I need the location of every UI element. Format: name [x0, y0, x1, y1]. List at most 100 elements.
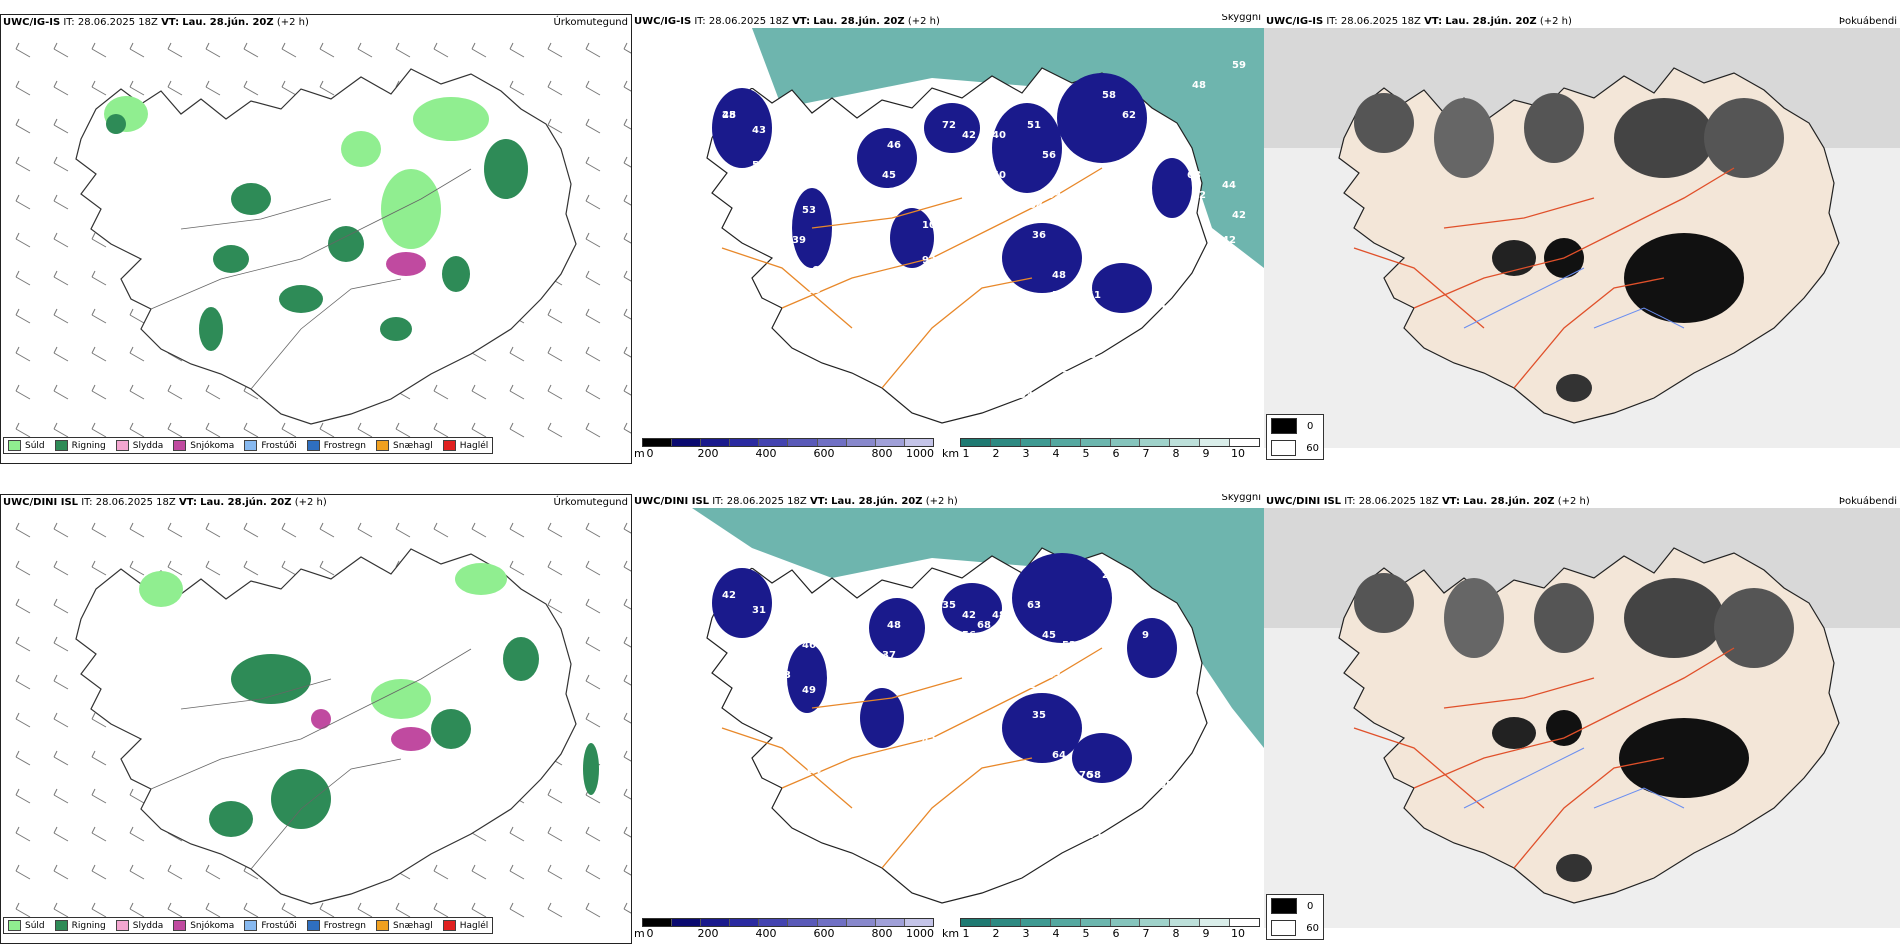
legend-item: Rigning: [54, 920, 106, 931]
wind-barb: [91, 902, 107, 918]
cloud-height-label: 41: [992, 360, 1006, 371]
cloud-height-label: 42: [892, 300, 906, 311]
iceland-cloud-map: 46 48 43 31 56 35 52 53 54 39 67 39 33 42 46 45 101 93 11 5…: [632, 28, 1264, 448]
wind-barb: [547, 560, 563, 576]
cloud-height-label: 31: [1052, 340, 1066, 351]
precip-type-panel-bottom: UWC/DINI ISL IT: 28.06.2025 18Z VT: Lau.…: [0, 494, 632, 944]
wind-barb: [53, 864, 69, 880]
wind-barb: [53, 270, 69, 286]
cloud-height-label: 42: [977, 140, 991, 151]
precip-blobs: [104, 96, 528, 351]
wind-barb: [585, 270, 601, 286]
cloud-height-label: 56: [1052, 290, 1066, 301]
wind-barb: [167, 902, 183, 918]
cloud-height-label: 42: [792, 715, 806, 726]
legend-swatch: [442, 920, 456, 931]
wind-barb: [243, 42, 259, 58]
scale-tick: 5: [1082, 447, 1090, 460]
wind-barb: [395, 42, 411, 58]
wind-barb: [205, 422, 221, 438]
wind-barb: [53, 826, 69, 842]
cloud-height-label: 42: [1222, 235, 1236, 246]
cloud-height-label: 68: [1187, 170, 1201, 181]
wind-barb: [471, 522, 487, 538]
wind-barb: [623, 194, 631, 206]
cloud-height-label: 42: [722, 590, 736, 601]
wind-barb: [129, 422, 145, 438]
wind-barb: [585, 598, 601, 614]
scale-tick: 800: [871, 447, 893, 460]
wind-barb: [433, 42, 449, 58]
wind-barb: [623, 80, 631, 92]
wind-barb: [547, 80, 563, 96]
wind-barb: [433, 864, 449, 880]
wind-barb: [623, 674, 631, 686]
wind-barb: [623, 750, 631, 762]
wind-barb: [15, 522, 31, 538]
scale-tick: 4: [1052, 927, 1060, 940]
wind-barb: [585, 232, 601, 248]
legend-item: Snæhagl: [376, 440, 433, 451]
wind-barb: [53, 156, 69, 172]
wind-barb: [281, 560, 297, 576]
cloud-height-label: 63: [1027, 600, 1041, 611]
cloud-height-label: 287: [1032, 320, 1053, 331]
panel-name: Skyggni: [1221, 494, 1261, 503]
wind-barb: [243, 522, 259, 538]
wind-barb: [623, 636, 631, 648]
cloud-height-label: 45: [832, 780, 846, 791]
cloud-height-label: 62: [1122, 110, 1136, 121]
wind-barb: [15, 232, 31, 248]
cloud-base-scale: m 0 200 400 600 800 1000: [634, 438, 934, 462]
wind-barb: [585, 384, 601, 400]
cloud-height-label: 48: [722, 110, 736, 121]
visibility-colorbar: [960, 918, 1260, 927]
cloud-height-label: 140: [872, 350, 893, 361]
cloud-height-labels: 46 48 43 31 56 35 52 53 54 39 67 39 33 42 46 45 101 93 11 5…: [722, 60, 1246, 411]
cloud-height-label: 54: [832, 210, 846, 221]
legend-swatch: [54, 920, 68, 931]
scale-tick: 400: [755, 927, 777, 940]
wind-barb: [509, 42, 525, 58]
cloud-height-label: 58: [1087, 770, 1101, 781]
wind-barb: [281, 42, 297, 58]
wind-barb: [15, 750, 31, 766]
cloud-height-label: 50: [1142, 150, 1156, 161]
legend-item: Súld: [8, 440, 45, 451]
cloud-height-label: 405: [1152, 780, 1173, 791]
cloud-height-label: 52: [1062, 160, 1076, 171]
wind-barb: [15, 788, 31, 804]
legend-swatch: [376, 920, 390, 931]
legend-item: 0: [1267, 895, 1323, 917]
wind-barb: [319, 42, 335, 58]
scale-tick: 9: [1202, 447, 1210, 460]
cloud-height-label: 48: [1122, 320, 1136, 331]
wind-barb: [15, 598, 31, 614]
wind-barb: [547, 422, 563, 438]
cloud-height-label: 48: [1192, 80, 1206, 91]
cloud-height-label: 56: [1042, 150, 1056, 161]
cloud-height-label: 33: [1047, 670, 1061, 681]
cloud-height-label: 48: [887, 620, 901, 631]
wind-barb: [205, 864, 221, 880]
legend-item: Slydda: [115, 920, 163, 931]
cloud-height-label: 53: [1072, 800, 1086, 811]
wind-barb: [53, 194, 69, 210]
cloud-height-label: 54: [1152, 300, 1166, 311]
cloud-height-label: 39: [892, 780, 906, 791]
cloud-height-label: 108: [1022, 200, 1043, 211]
wind-barb: [509, 384, 525, 400]
wind-barb: [433, 522, 449, 538]
wind-barb: [357, 902, 373, 918]
legend-item: 0: [1267, 415, 1323, 437]
wind-barb: [53, 560, 69, 576]
cloud-height-label: 56: [952, 260, 966, 271]
wind-barb: [129, 80, 145, 96]
wind-barb: [471, 384, 487, 400]
wind-barb: [585, 194, 601, 210]
wind-barb: [91, 864, 107, 880]
wind-barb: [623, 826, 631, 838]
wind-barb: [205, 560, 221, 576]
wind-barb: [243, 560, 259, 576]
cloud-base-panel-top: UWC/IG-IS IT: 28.06.2025 18Z VT: Lau. 28…: [632, 14, 1264, 464]
